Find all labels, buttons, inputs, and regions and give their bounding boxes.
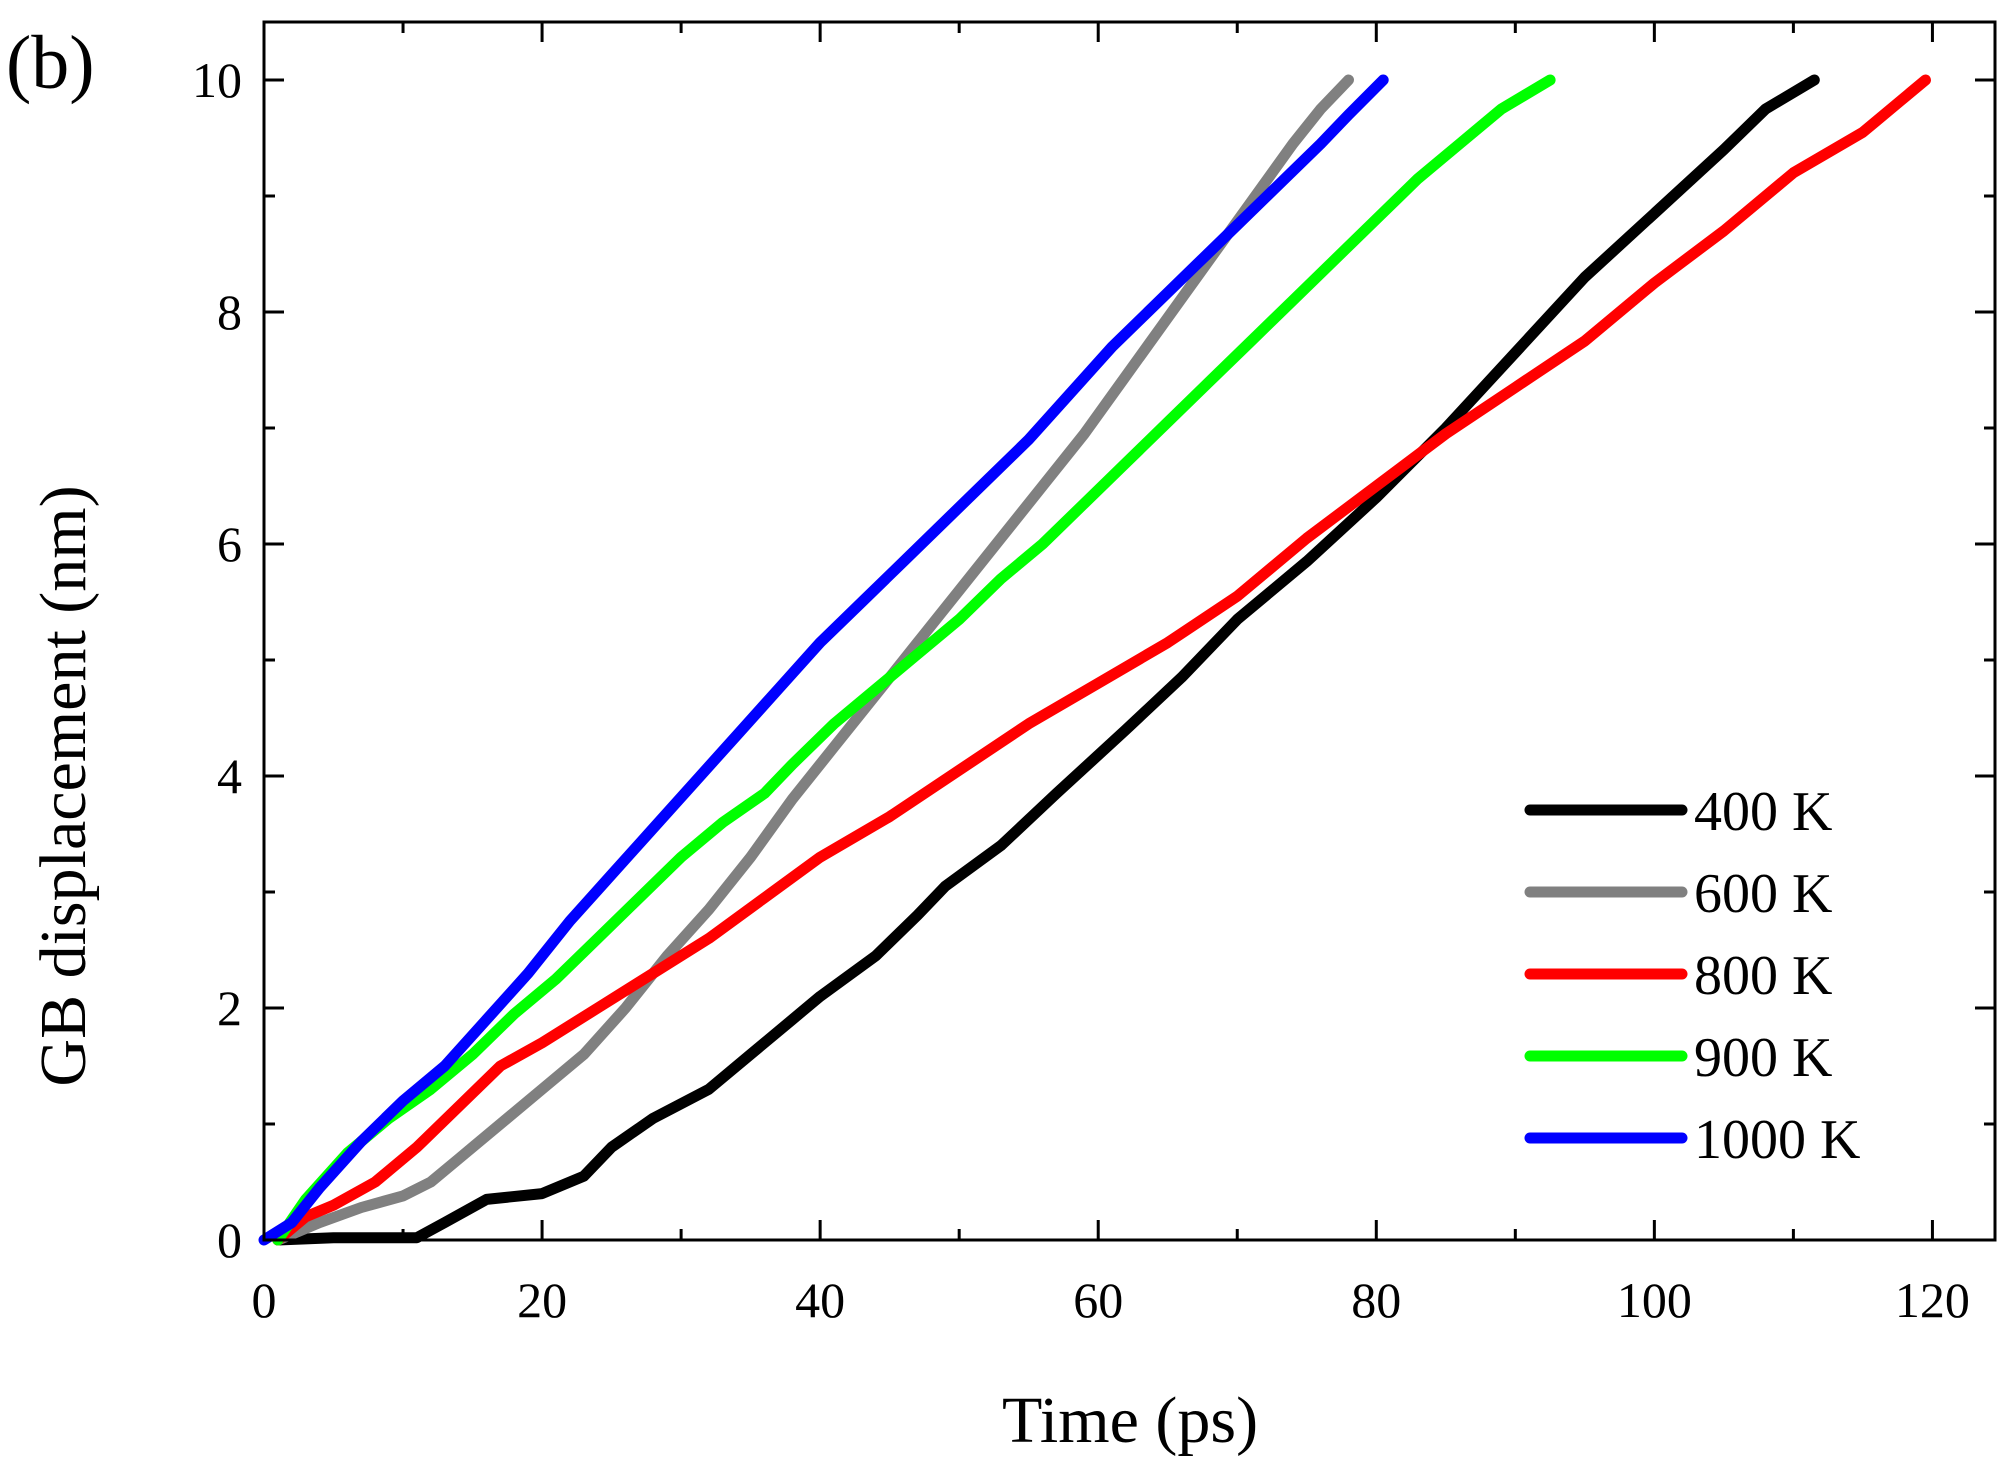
legend-label: 900 K [1694, 1027, 1832, 1089]
legend: 400 K 600 K 800 K 900 K 1000 K [1524, 781, 1860, 1171]
x-tick-label: 60 [1073, 1272, 1123, 1328]
legend-label: 800 K [1694, 945, 1832, 1007]
x-tick-label: 20 [517, 1272, 567, 1328]
x-tick-label: 100 [1617, 1272, 1692, 1328]
series-line-900-k [272, 74, 1556, 1246]
series-line-1000-k [258, 74, 1389, 1246]
series-line-800-k [272, 74, 1931, 1246]
x-axis-label: Time (ps) [1002, 1384, 1258, 1457]
y-tick-label: 4 [217, 748, 242, 804]
y-tick-label: 0 [217, 1212, 242, 1268]
y-tick-label: 2 [217, 980, 242, 1036]
series-line-600-k [272, 74, 1354, 1246]
plot-frame [262, 20, 1997, 1242]
series-layer [258, 74, 1931, 1246]
y-tick-label: 6 [217, 516, 242, 572]
y-ticks: 0 2 4 6 8 10 [192, 52, 1995, 1268]
panel-label: (b) [6, 21, 95, 105]
legend-label: 400 K [1694, 781, 1832, 843]
y-tick-label: 8 [217, 284, 242, 340]
legend-label: 1000 K [1694, 1109, 1860, 1171]
x-tick-label: 80 [1351, 1272, 1401, 1328]
x-ticks: 0 20 40 60 80 100 120 [252, 22, 1970, 1328]
y-tick-label: 10 [192, 52, 242, 108]
series-line-400-k [272, 74, 1820, 1246]
y-axis-label: GB displacement (nm) [27, 485, 100, 1086]
x-tick-label: 120 [1895, 1272, 1970, 1328]
x-tick-label: 40 [795, 1272, 845, 1328]
legend-label: 600 K [1694, 863, 1832, 925]
x-tick-label: 0 [252, 1272, 277, 1328]
